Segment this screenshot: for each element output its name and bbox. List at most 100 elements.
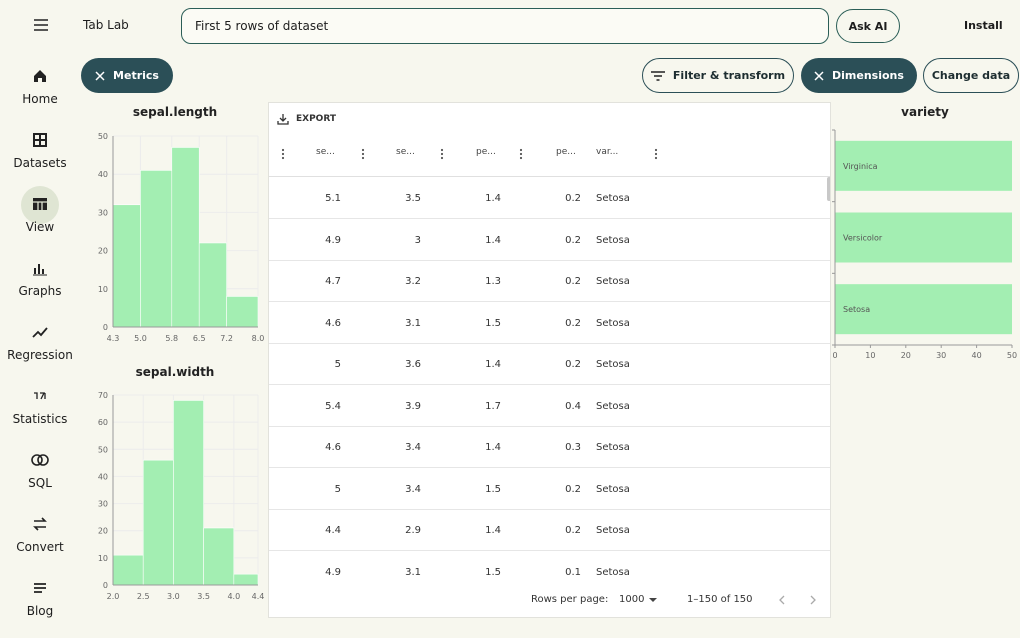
table-cell: 5.4	[325, 400, 341, 412]
chip-filter[interactable]: Filter & transform	[642, 58, 794, 93]
x-tick-label: 2.5	[137, 592, 150, 601]
table-cell: 1.3	[485, 276, 501, 287]
y-tick-label: 30	[98, 208, 108, 217]
table-cell: Setosa	[596, 525, 630, 536]
table-cell: 0.2	[565, 483, 581, 495]
menu-dot	[654, 148, 658, 152]
table-cell: 5	[334, 359, 341, 370]
chip-label: Dimensions	[832, 69, 904, 82]
row-divider	[269, 384, 830, 385]
x-tick-label: 5.8	[165, 334, 178, 343]
menu-dot	[440, 156, 444, 160]
histogram-chart: sepal.length 0 10 20 30 40 50 4.3 5.0 5.8 6.5 7.2 8.…	[98, 105, 265, 343]
install-button[interactable]: Install	[964, 19, 1003, 32]
prev-page[interactable]	[778, 595, 786, 605]
rows-per-page-select[interactable]: 1000	[619, 594, 645, 605]
table-cell: 1.7	[485, 400, 501, 412]
column-menu[interactable]	[361, 148, 365, 160]
nav-datasets[interactable]: Datasets	[0, 132, 80, 170]
chip-change-data[interactable]: Change data	[923, 58, 1019, 93]
table-cell: Setosa	[596, 359, 630, 370]
x-tick-label: 4.4	[252, 592, 265, 601]
table-cell: 0.2	[565, 193, 581, 204]
header-divider	[269, 176, 830, 177]
nav-regression[interactable]: Regression	[0, 324, 80, 362]
x-tick-label: 6.5	[193, 334, 206, 343]
search-box[interactable]: First 5 rows of dataset	[181, 8, 829, 44]
nav-graphs[interactable]: Graphs	[0, 260, 80, 298]
nav-blog[interactable]: Blog	[0, 580, 80, 618]
nav-home[interactable]: Home	[0, 68, 80, 106]
column-menu[interactable]	[654, 148, 658, 160]
menu-dot	[361, 152, 365, 156]
nav-label: Datasets	[13, 156, 67, 170]
table-cell: 0.3	[565, 442, 581, 453]
y-tick-label: 40	[98, 472, 108, 481]
table-cell: 1.4	[485, 525, 501, 536]
y-tick-label: 40	[98, 170, 108, 179]
menu-dot	[519, 148, 523, 152]
chip-metrics[interactable]: Metrics	[81, 58, 173, 93]
column-header: se...	[396, 147, 415, 157]
y-tick-label: 70	[98, 391, 108, 400]
nav-label: Statistics	[12, 412, 68, 426]
pagination-range: 1–150 of 150	[687, 594, 753, 605]
x-tick-label: 10	[865, 351, 875, 360]
histogram-chart: sepal.width 0 10 20 30 40 50 60 70 2.0 2.5 3.0 3.5 4.…	[98, 365, 265, 601]
bar-chart: variety Virginica Versicolor Setosa 0 10 20 30 4…	[832, 105, 1017, 360]
column-menu[interactable]	[281, 148, 285, 160]
chip-label: Filter & transform	[672, 69, 786, 82]
category-label: Virginica	[843, 162, 878, 171]
scrollbar[interactable]	[827, 177, 830, 201]
table-cell: Setosa	[596, 276, 630, 287]
table-cell: 3.9	[405, 400, 421, 412]
nav-convert[interactable]: Convert	[0, 516, 80, 554]
row-divider	[269, 342, 830, 344]
chart-title: sepal.width	[136, 365, 215, 379]
histogram-bar	[203, 527, 235, 586]
histogram-bar	[112, 554, 144, 586]
category-label: Versicolor	[843, 234, 883, 243]
table-cell: Setosa	[596, 566, 630, 578]
data-table: EXPORT 5.1 3.5 1.4 0.2 Setosa 4.9 3 1.4 0.2 Setos…	[268, 102, 831, 618]
nav-sql[interactable]: SQL	[0, 452, 80, 490]
nav-view[interactable]: View	[0, 196, 80, 234]
table-cell: 4.9	[325, 234, 341, 246]
table-cell: 5.1	[325, 193, 341, 204]
y-tick-label: 20	[98, 247, 108, 256]
table-cell: 0.2	[565, 234, 581, 246]
table-cell: 4.9	[325, 566, 341, 578]
row-divider	[269, 259, 830, 261]
column-header: pe...	[476, 147, 496, 157]
histogram-bar	[112, 204, 141, 328]
menu-icon[interactable]	[33, 18, 49, 32]
export-button[interactable]: EXPORT	[296, 114, 336, 124]
histogram-bar	[173, 400, 204, 586]
next-page[interactable]	[809, 595, 817, 605]
table-cell: 4.4	[325, 525, 341, 536]
export-icon	[277, 114, 289, 125]
y-tick-label: 0	[103, 323, 108, 332]
nav-label: Home	[22, 92, 58, 106]
column-menu[interactable]	[519, 148, 523, 160]
x-tick-label: 7.2	[220, 334, 233, 343]
y-tick-label: 20	[98, 527, 108, 536]
chart-title: sepal.length	[133, 105, 217, 119]
chip-dimensions[interactable]: Dimensions	[801, 58, 917, 93]
menu-dot	[281, 156, 285, 160]
bar	[835, 284, 1012, 335]
table-cell: 1.4	[485, 359, 501, 370]
histogram-bar	[198, 242, 227, 328]
bar	[835, 140, 1012, 191]
nav-label: Regression	[7, 348, 73, 362]
table-cell: 2.9	[405, 525, 421, 536]
x-tick-label: 3.0	[167, 592, 180, 601]
table-cell: 1.4	[485, 442, 501, 453]
nav-statistics[interactable]: Statistics	[0, 388, 80, 426]
column-menu[interactable]	[440, 148, 444, 160]
ask-ai-button[interactable]: Ask AI	[836, 9, 900, 43]
row-divider	[269, 467, 830, 468]
table-cell: 1.4	[485, 234, 501, 246]
table-cell: 0.2	[565, 317, 581, 329]
